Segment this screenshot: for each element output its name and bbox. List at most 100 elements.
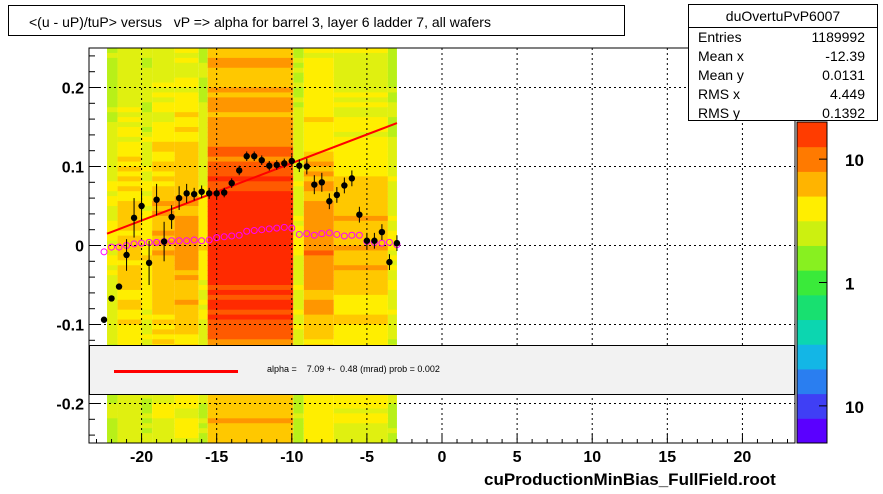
heatmap-cell (387, 166, 397, 172)
heatmap-cell (207, 324, 294, 330)
heatmap-cell (387, 215, 397, 222)
heatmap-cell (387, 48, 397, 54)
heatmap-cell (152, 270, 175, 276)
heatmap-cell (198, 92, 208, 98)
heatmap-cell (198, 122, 208, 128)
heatmap-cell (293, 423, 304, 429)
open-point (190, 236, 198, 244)
heatmap-cell (117, 191, 142, 197)
heatmap-cell (107, 314, 118, 320)
heatmap-cell (303, 428, 334, 434)
heatmap-cell (107, 339, 118, 345)
heatmap-cell (333, 67, 388, 74)
filled-point (108, 295, 115, 302)
open-point (213, 234, 221, 242)
heatmap-cell (107, 413, 118, 419)
colorbar-segment (797, 171, 827, 197)
heatmap-cell (152, 82, 175, 88)
heatmap-cell (141, 418, 153, 424)
heatmap-cell (141, 206, 153, 212)
heatmap-cell (174, 151, 199, 158)
filled-point (100, 316, 108, 323)
heatmap-cell (333, 136, 388, 143)
colorbar: 10 1 10 (796, 121, 864, 444)
filled-point (213, 190, 220, 197)
filled-point (378, 228, 386, 236)
heatmap-cell (303, 161, 334, 167)
heatmap-cell (107, 250, 118, 256)
stats-row-mean-y: Mean y 0.0131 (689, 66, 877, 85)
heatmap-cell (152, 324, 175, 330)
heatmap-cell (174, 77, 199, 83)
heatmap-cell (333, 220, 388, 227)
heatmap-cell (387, 270, 397, 276)
heatmap-cell (174, 294, 199, 301)
heatmap-cell (141, 304, 153, 311)
open-point (325, 229, 333, 237)
heatmap-cell (152, 230, 175, 237)
heatmap-cell (117, 141, 142, 148)
heatmap-cell (207, 72, 294, 79)
heatmap-cell (174, 97, 199, 103)
open-point (340, 232, 348, 240)
heatmap-cell (107, 309, 118, 316)
heatmap-cell (207, 339, 294, 345)
heatmap-cell (207, 201, 294, 207)
heatmap-cell (198, 156, 208, 162)
open-point (198, 237, 206, 245)
heatmap-cell (117, 151, 142, 158)
filled-point (198, 188, 205, 195)
heatmap-cell (333, 324, 388, 330)
heatmap-cell (198, 265, 208, 271)
heatmap-cell (152, 127, 175, 133)
heatmap-cell (198, 324, 208, 330)
heatmap-cell (303, 151, 334, 158)
heatmap-cell (174, 156, 199, 162)
heatmap-cell (207, 393, 294, 399)
heatmap-cell (152, 176, 175, 182)
heatmap-cell (174, 314, 199, 320)
heatmap-cell (117, 117, 142, 123)
heatmap-cell (174, 220, 199, 227)
heatmap-cell (107, 334, 118, 340)
heatmap-cell (117, 240, 142, 246)
heatmap-cell (117, 403, 142, 409)
heatmap-cell (207, 136, 294, 143)
heatmap-cell (387, 225, 397, 232)
heatmap-cell (333, 309, 388, 316)
heatmap-cell (198, 250, 208, 256)
heatmap-cell (141, 299, 153, 306)
heatmap-cell (303, 156, 334, 162)
fit-legend: alpha = 7.09 +- 0.48 (mrad) prob = 0.002 (89, 345, 795, 395)
heatmap-cell (303, 280, 334, 286)
heatmap-cell (152, 220, 175, 227)
heatmap-cell (303, 418, 334, 424)
heatmap-cell (198, 280, 208, 286)
heatmap-cell (303, 294, 334, 301)
filled-point (326, 198, 333, 205)
filled-point (220, 189, 228, 196)
heatmap-cell (207, 428, 294, 434)
heatmap-cell (107, 324, 118, 330)
heatmap-cell (293, 275, 304, 281)
heatmap-cell (333, 146, 388, 153)
heatmap-cell (152, 210, 175, 217)
heatmap-cell (152, 398, 175, 404)
heatmap-cell (174, 285, 199, 291)
heatmap-cell (303, 314, 334, 320)
heatmap-cell (333, 171, 388, 177)
heatmap-cell (303, 285, 334, 291)
stats-value: 1189992 (811, 29, 865, 45)
heatmap-cell (117, 102, 142, 108)
heatmap-cell (141, 250, 153, 256)
heatmap-cell (387, 255, 397, 261)
heatmap-cell (207, 250, 294, 256)
heatmap-cell (207, 309, 294, 316)
heatmap-cell (198, 215, 208, 222)
heatmap-cell (198, 146, 208, 153)
heatmap-cell (293, 97, 304, 103)
open-point (348, 231, 356, 239)
heatmap-cell (303, 255, 334, 261)
heatmap-cell (174, 260, 199, 266)
heatmap-cell (293, 304, 304, 311)
